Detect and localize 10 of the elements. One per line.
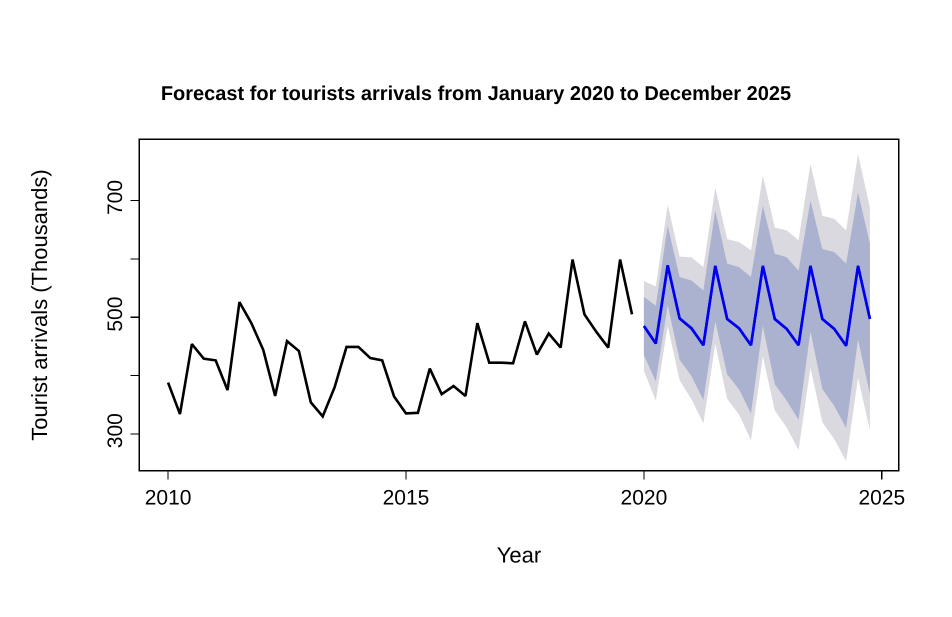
y-tick-label: 300 — [104, 413, 128, 448]
chart-title: Forecast for tourists arrivals from January 2020 to December 2025 — [160, 83, 792, 105]
x-tick-label: 2015 — [382, 486, 430, 510]
x-tick-label: 2025 — [858, 486, 906, 510]
x-axis-title: Year — [496, 542, 542, 568]
y-axis-title: Tourist arrivals (Thousands) — [27, 169, 52, 441]
y-tick-label: 700 — [104, 180, 128, 216]
y-tick-label: 500 — [104, 296, 128, 332]
x-tick-label: 2020 — [620, 486, 668, 510]
x-tick-label: 2010 — [144, 486, 192, 510]
